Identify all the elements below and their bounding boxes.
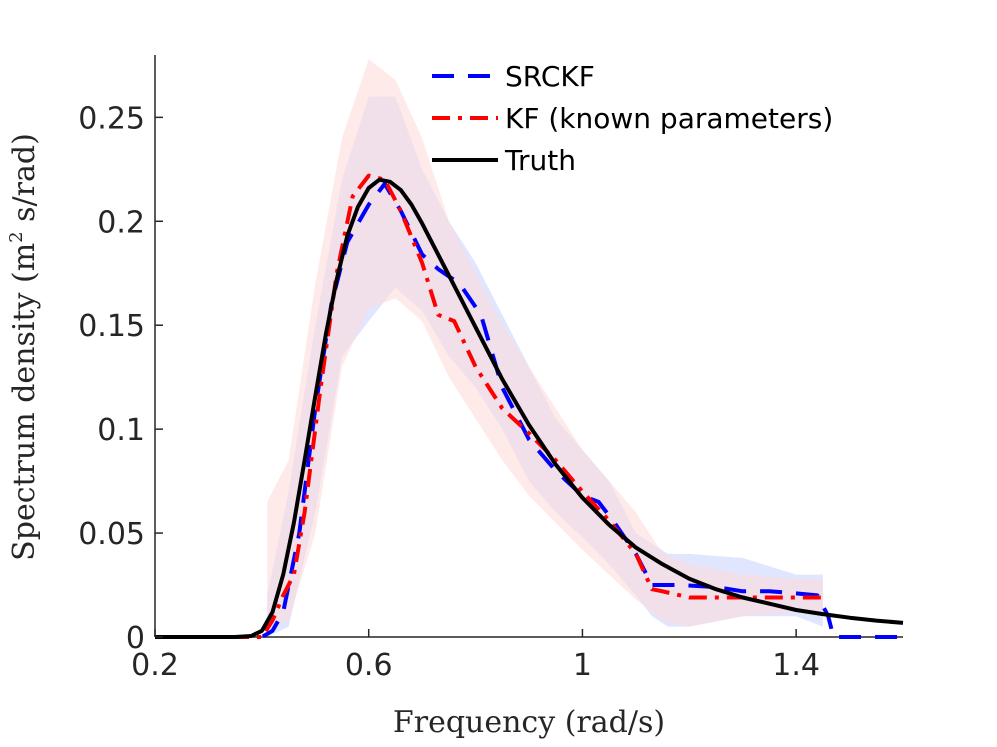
x-tick-label: 1	[573, 648, 592, 683]
series-lines	[155, 173, 904, 639]
y-tick-label: 0.1	[97, 413, 145, 448]
y-tick-label: 0.2	[97, 205, 145, 240]
truth-line	[155, 177, 904, 639]
y-tick-label: 0.15	[78, 309, 145, 344]
y-tick-label: 0	[126, 621, 145, 656]
legend: SRCKF KF (known parameters) Truth	[432, 60, 833, 177]
tick-labels: 0.2 0.6 1 1.4 0 0.05 0.1 0.15 0.2 0.25	[78, 101, 820, 683]
x-tick-label: 0.6	[345, 648, 393, 683]
confidence-bands	[267, 59, 823, 638]
x-tick-label: 1.4	[772, 648, 820, 683]
kf-confidence-band	[267, 59, 823, 627]
legend-label-truth: Truth	[504, 144, 576, 177]
kf-line	[155, 173, 823, 639]
x-tick-label: 0.2	[131, 648, 179, 683]
y-axis-label: Spectrum density (m2 s/rad)	[6, 133, 42, 561]
axes	[154, 55, 903, 638]
y-axis-label-tail: s/rad)	[7, 133, 42, 231]
y-tick-label: 0.05	[78, 517, 145, 552]
y-axis-label-superscript: 2	[6, 231, 27, 242]
legend-label-kf: KF (known parameters)	[505, 102, 833, 135]
x-axis-label: Frequency (rad/s)	[393, 705, 665, 740]
legend-label-srckf: SRCKF	[505, 60, 595, 93]
y-axis-label-main: Spectrum density (m	[7, 243, 42, 561]
y-tick-label: 0.25	[78, 101, 145, 136]
